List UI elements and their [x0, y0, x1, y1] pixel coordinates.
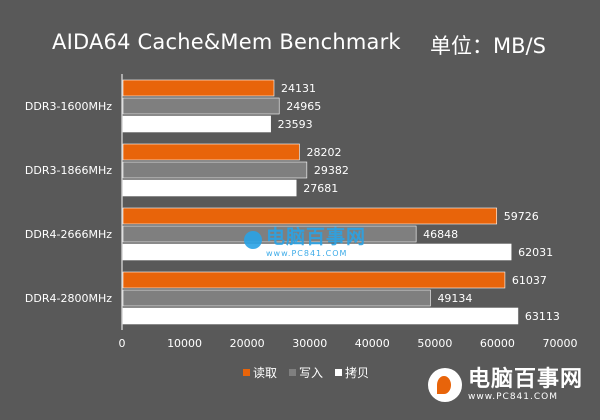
legend-swatch-write — [289, 369, 297, 376]
legend-label-copy: 拷贝 — [345, 366, 370, 380]
category-label: DDR3-1600MHz — [25, 100, 112, 113]
bar-write — [122, 97, 280, 115]
legend-label-read: 读取 — [253, 366, 278, 380]
legend-item-copy: 拷贝 — [335, 364, 369, 381]
data-label: 24131 — [281, 82, 316, 95]
brand-logo-icon — [428, 368, 462, 402]
watermark-url: www.PC841.COM — [266, 249, 348, 258]
category-label: DDR4-2666MHz — [25, 228, 112, 241]
bar-read — [122, 271, 506, 289]
data-label: 23593 — [278, 118, 313, 131]
bar-copy — [122, 179, 297, 197]
data-label: 24965 — [286, 100, 321, 113]
legend-swatch-copy — [335, 369, 343, 376]
legend-label-write: 写入 — [299, 366, 324, 380]
x-tick-label: 30000 — [292, 337, 327, 350]
data-label: 29382 — [314, 164, 349, 177]
legend: 读取 写入 拷贝 — [243, 364, 369, 381]
x-tick-label: 10000 — [167, 337, 202, 350]
data-label: 62031 — [518, 246, 553, 259]
unit-label: 单位：MB/S — [430, 34, 546, 58]
corner-url: www.PC841.COM — [468, 392, 559, 402]
data-label: 27681 — [303, 182, 338, 195]
x-tick-label: 20000 — [230, 337, 265, 350]
bar-read — [122, 207, 498, 225]
bar-copy — [122, 307, 519, 325]
bar-write — [122, 225, 417, 243]
legend-item-read: 读取 — [243, 364, 277, 381]
x-tick-label: 40000 — [355, 337, 390, 350]
watermark-logo-icon — [244, 231, 262, 249]
bar-write — [122, 161, 308, 179]
x-tick-label: 0 — [119, 337, 126, 350]
category-label: DDR3-1866MHz — [25, 164, 112, 177]
data-label: 49134 — [437, 292, 472, 305]
bar-copy — [122, 115, 271, 133]
data-label: 28202 — [306, 146, 341, 159]
data-label: 63113 — [525, 310, 560, 323]
x-tick-label: 60000 — [480, 337, 515, 350]
category-label: DDR4-2800MHz — [25, 292, 112, 305]
corner-brand: 电脑百事网 — [468, 367, 584, 392]
bar-copy — [122, 243, 512, 261]
data-label: 59726 — [504, 210, 539, 223]
x-tick-label: 50000 — [417, 337, 452, 350]
watermark-corner: 电脑百事网 www.PC841.COM — [428, 368, 583, 402]
bar-read — [122, 143, 300, 161]
legend-item-write: 写入 — [289, 364, 323, 381]
data-label: 61037 — [512, 274, 547, 287]
bar-read — [122, 79, 275, 97]
data-label: 46848 — [423, 228, 458, 241]
chart-title: AIDA64 Cache&Mem Benchmark — [52, 30, 401, 54]
watermark-brand: 电脑百事网 — [266, 226, 367, 248]
x-tick-label: 70000 — [543, 337, 578, 350]
watermark-center: 电脑百事网 www.PC841.COM — [244, 222, 366, 258]
legend-swatch-read — [243, 369, 250, 376]
bar-write — [122, 289, 431, 307]
